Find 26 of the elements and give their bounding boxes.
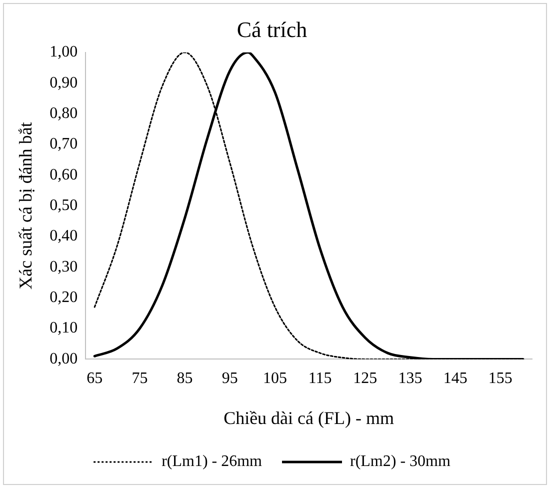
x-tick-label: 115: [308, 370, 332, 388]
y-tick-label: 0,50: [50, 197, 78, 214]
x-tick-label: 95: [222, 370, 238, 388]
y-axis-title: Xác suất cá bị đánh bắt: [16, 122, 36, 290]
chart-title: Cá trích: [236, 16, 308, 42]
y-tick-label: 0,40: [50, 228, 78, 245]
y-tick-label: 0,30: [50, 258, 78, 276]
x-tick-label: 125: [353, 370, 378, 388]
y-tick-label: 0,80: [50, 104, 78, 122]
x-tick-label: 85: [176, 370, 193, 388]
legend-label: r(Lm2) - 30mm: [350, 453, 451, 470]
x-axis-title: Chiều dài cá (FL) - mm: [224, 408, 394, 428]
x-tick-label: 155: [488, 370, 512, 388]
x-tick-label: 65: [86, 370, 103, 388]
x-tick-label: 135: [398, 370, 422, 388]
y-tick-label: 0,90: [50, 74, 78, 92]
y-tick-label: 0,70: [50, 136, 78, 153]
y-tick-label: 1,00: [50, 44, 78, 61]
x-tick-label: 105: [262, 370, 287, 388]
y-tick-label: 0,20: [50, 289, 78, 306]
legend-label: r(Lm1) - 26mm: [162, 453, 263, 470]
x-tick-label: 145: [443, 370, 468, 388]
y-tick-label: 0,00: [50, 350, 78, 368]
x-tick-label: 75: [132, 370, 148, 388]
y-tick-label: 0,60: [50, 166, 78, 184]
y-tick-label: 0,10: [50, 320, 78, 337]
